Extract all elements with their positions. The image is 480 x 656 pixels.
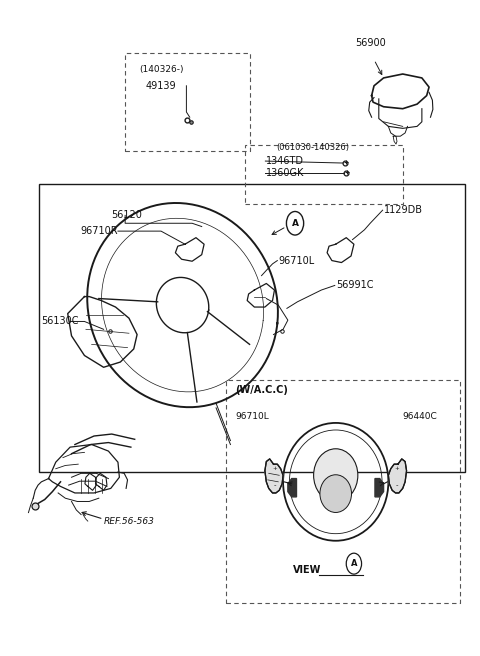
- Text: +: +: [272, 466, 277, 471]
- Text: +: +: [395, 466, 399, 471]
- Text: 96440C: 96440C: [403, 412, 437, 421]
- Text: 56991C: 56991C: [336, 281, 373, 291]
- Bar: [39, 184, 465, 472]
- Bar: [226, 380, 460, 603]
- Circle shape: [346, 553, 361, 574]
- Text: -: -: [273, 482, 276, 488]
- Text: -: -: [396, 482, 398, 488]
- Ellipse shape: [313, 449, 358, 502]
- Ellipse shape: [320, 475, 351, 512]
- Text: 1129DB: 1129DB: [384, 205, 422, 215]
- Text: REF.56-563: REF.56-563: [104, 517, 155, 525]
- Text: (W/A.C.C): (W/A.C.C): [235, 385, 288, 395]
- Text: A: A: [291, 218, 299, 228]
- Text: 49139: 49139: [146, 81, 176, 91]
- Text: VIEW: VIEW: [293, 565, 322, 575]
- Bar: [125, 53, 250, 152]
- Text: (140326-): (140326-): [139, 65, 183, 74]
- Polygon shape: [265, 459, 283, 493]
- Text: 1346TD: 1346TD: [266, 156, 304, 166]
- Text: 96710L: 96710L: [235, 412, 269, 421]
- Text: 56130C: 56130C: [41, 316, 79, 327]
- Text: 96710R: 96710R: [80, 226, 118, 236]
- Text: A: A: [351, 559, 357, 568]
- Polygon shape: [375, 479, 384, 497]
- Text: (061030-140326): (061030-140326): [276, 144, 349, 152]
- Circle shape: [287, 211, 304, 235]
- Polygon shape: [388, 459, 407, 493]
- Text: 56120: 56120: [111, 211, 142, 220]
- Text: 56900: 56900: [355, 38, 385, 49]
- Bar: [245, 145, 403, 203]
- Text: 96710L: 96710L: [278, 256, 314, 266]
- Polygon shape: [288, 479, 297, 497]
- Text: 1360GK: 1360GK: [266, 168, 305, 178]
